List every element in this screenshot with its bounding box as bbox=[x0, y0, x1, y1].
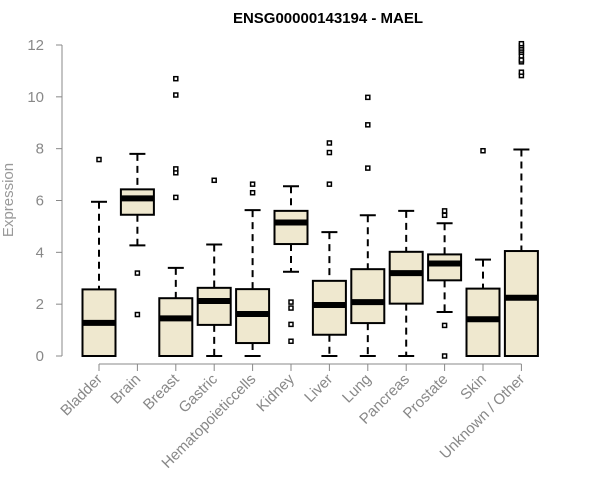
y-tick-label: 4 bbox=[36, 244, 44, 261]
x-tick-label: Brain bbox=[107, 371, 144, 408]
box-group bbox=[119, 152, 155, 318]
outlier-point bbox=[441, 212, 448, 219]
outlier-point bbox=[326, 181, 333, 187]
outlier-point bbox=[173, 92, 179, 98]
outlier-point bbox=[249, 181, 256, 187]
box-group bbox=[311, 140, 347, 357]
x-tick-label: Bladder bbox=[57, 371, 106, 420]
box-iqr bbox=[350, 268, 386, 325]
box-iqr bbox=[119, 188, 155, 216]
outlier-point bbox=[173, 166, 179, 172]
outlier-point bbox=[173, 194, 179, 201]
outlier-point bbox=[134, 270, 141, 276]
outlier-point bbox=[288, 321, 294, 328]
x-axis: Bladder BrainBreastGastricHematopoieticce… bbox=[57, 363, 528, 472]
x-tick-label: Kidney bbox=[253, 370, 298, 415]
outlier-point bbox=[441, 208, 448, 214]
box-group bbox=[235, 181, 271, 357]
y-tick-label: 10 bbox=[27, 89, 44, 106]
outlier-point bbox=[134, 311, 141, 318]
outlier-point bbox=[288, 305, 294, 311]
outlier-point bbox=[518, 40, 525, 47]
box-iqr bbox=[388, 250, 424, 305]
x-tick-label: Liver bbox=[301, 371, 336, 406]
outlier-point bbox=[288, 338, 294, 344]
box-group bbox=[81, 156, 117, 357]
box-iqr bbox=[273, 209, 309, 246]
box-group bbox=[427, 208, 463, 359]
y-tick-label: 6 bbox=[36, 193, 44, 210]
box-iqr bbox=[465, 287, 501, 357]
outlier-point bbox=[96, 156, 102, 163]
y-tick-label: 12 bbox=[27, 37, 44, 54]
outlier-point bbox=[173, 75, 179, 82]
x-tick-label: Lung bbox=[339, 371, 375, 407]
y-tick-label: 2 bbox=[36, 296, 44, 313]
chart-title: ENSG00000143194 - MAEL bbox=[233, 10, 423, 27]
outlier-point bbox=[365, 94, 371, 101]
x-tick-label: Skin bbox=[457, 371, 490, 404]
box-group bbox=[350, 94, 386, 357]
y-tick-label: 8 bbox=[36, 141, 44, 158]
y-axis-label: Expression bbox=[0, 163, 17, 237]
box-group bbox=[388, 209, 424, 357]
y-axis: 0 2 4 6 8 10 12 bbox=[27, 37, 63, 365]
outlier-point bbox=[480, 147, 486, 154]
outlier-point bbox=[288, 299, 294, 305]
outlier-point bbox=[249, 189, 256, 196]
outlier-point bbox=[441, 353, 448, 359]
box-group bbox=[273, 185, 309, 344]
outlier-point bbox=[326, 149, 333, 156]
box-group bbox=[503, 40, 539, 358]
box-iqr bbox=[503, 250, 539, 358]
outlier-point bbox=[326, 140, 333, 146]
box-iqr bbox=[158, 297, 194, 358]
box-iqr bbox=[427, 253, 463, 282]
outlier-point bbox=[365, 165, 371, 171]
boxes bbox=[81, 40, 539, 359]
box-iqr bbox=[196, 286, 232, 326]
outlier-point bbox=[211, 177, 217, 184]
box-group bbox=[465, 147, 501, 357]
box-group bbox=[158, 75, 194, 358]
box-group bbox=[196, 177, 232, 357]
outlier-point bbox=[441, 322, 448, 329]
outlier-point bbox=[365, 122, 371, 128]
outlier-point bbox=[518, 69, 525, 75]
y-tick-label: 0 bbox=[36, 348, 44, 365]
